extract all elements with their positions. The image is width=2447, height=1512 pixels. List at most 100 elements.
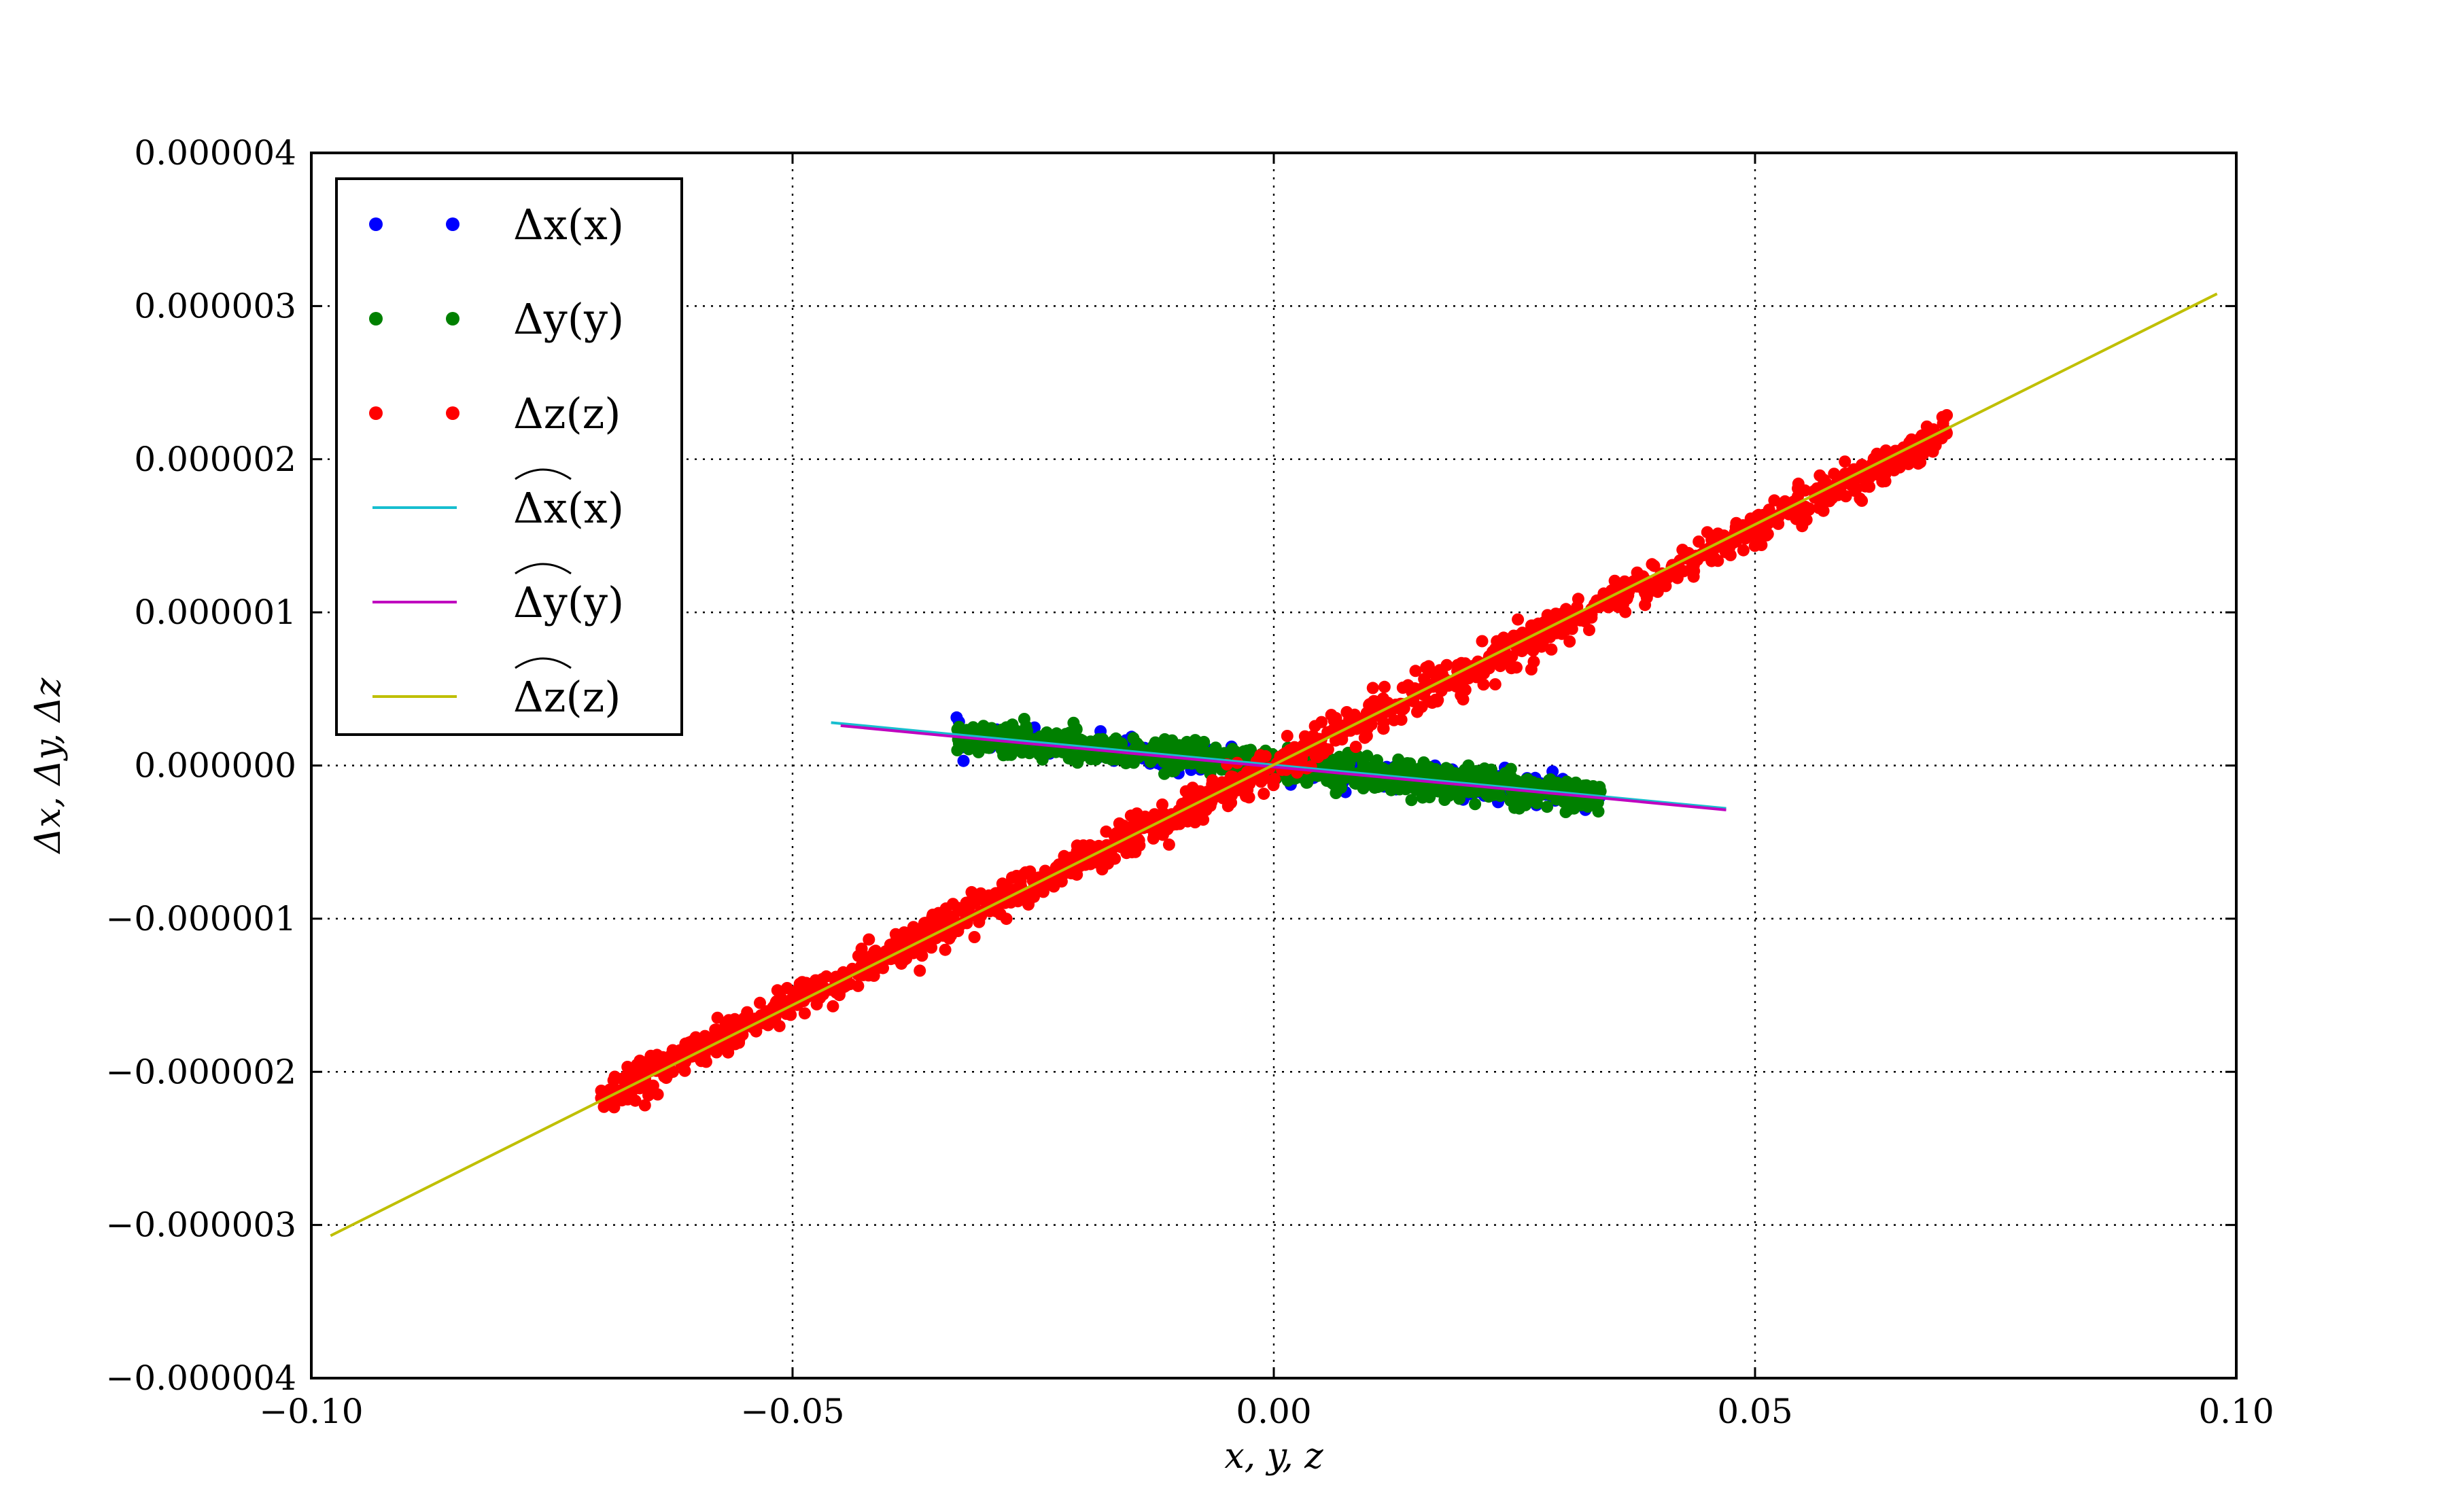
data-point [1771,514,1784,527]
data-point [616,1072,629,1085]
data-point [1792,482,1804,495]
data-point [800,977,813,989]
legend-label: Δx(x) [513,200,624,249]
data-point [760,1005,773,1018]
data-point [1870,468,1883,480]
data-point [1563,635,1576,648]
data-point [1357,782,1370,794]
data-point [1120,752,1133,765]
data-point [997,883,1010,896]
data-point [1506,773,1518,786]
data-point [1133,839,1146,852]
x-tick-label: −0.10 [259,1392,363,1431]
data-point [1478,667,1491,680]
data-point [1317,747,1330,760]
data-point [1358,731,1371,744]
data-point [947,911,960,924]
y-tick-label: 0.000002 [134,440,296,479]
data-point [1268,773,1281,786]
data-point [1489,678,1502,690]
data-point [1062,852,1075,865]
data-point [1071,839,1083,852]
data-point [1693,535,1705,548]
legend-item: Δx(x) [369,200,624,249]
data-point [1856,494,1869,507]
data-point [1281,730,1294,742]
data-point [950,711,963,724]
data-point [1941,409,1954,421]
data-point [1076,735,1089,747]
data-point [1504,793,1517,806]
data-point [1828,468,1841,480]
data-point [1779,495,1792,508]
data-point [846,962,858,975]
legend-marker [446,217,459,231]
x-tick-label: −0.05 [740,1392,844,1431]
data-point [1127,732,1140,745]
data-point [882,943,895,956]
data-point [1056,745,1069,758]
data-point [1478,762,1491,775]
data-point [1100,752,1113,764]
legend-marker [369,217,383,231]
data-point [968,931,981,943]
data-point [1215,776,1228,789]
data-point [733,1036,746,1049]
data-point [1768,494,1781,507]
data-point [957,754,970,767]
data-point [1022,895,1035,908]
legend-marker [369,406,383,420]
data-point [814,991,827,1004]
data-point [1217,792,1230,805]
data-point [1562,803,1574,816]
data-point [1349,741,1362,753]
data-point [1090,856,1103,869]
data-point [1283,743,1296,756]
legend-item: Δy(y) [372,563,624,627]
data-point [827,1000,839,1013]
legend-item: Δy(y) [369,294,624,344]
legend-label: Δy(y) [513,578,624,627]
data-point [798,1007,811,1020]
data-point [1130,807,1143,820]
data-point [916,940,929,953]
legend-label: Δy(y) [513,294,624,344]
scatter-series [595,409,1954,1114]
data-point [1087,841,1099,854]
data-point [710,1046,723,1059]
data-point [1024,865,1037,878]
data-point [1592,805,1605,818]
data-point [1160,738,1173,751]
data-point [962,904,975,917]
legend-marker [446,406,459,420]
legend: Δx(x) Δy(y) Δz(z) Δx(x) Δy(y) Δz(z) [335,177,683,736]
data-point [1366,682,1379,695]
legend-label: Δz(z) [513,389,621,438]
data-point [1392,753,1405,766]
data-point [1751,510,1764,523]
x-tick-label: 0.05 [1717,1392,1792,1431]
data-point [1361,750,1374,762]
y-tick-label: 0.000000 [134,746,296,786]
data-point [1525,663,1538,675]
data-point [999,724,1011,737]
data-point [1067,716,1080,729]
y-tick-label: −0.000003 [106,1206,296,1245]
legend-item: Δz(z) [372,657,621,722]
legend-marker [446,312,459,326]
data-point [1036,753,1049,766]
data-point [816,972,829,985]
data-point [1156,828,1169,841]
data-point [1817,504,1830,517]
data-point [966,740,979,753]
data-point [1100,825,1113,838]
data-point [1335,781,1347,794]
data-point [1737,544,1750,557]
data-point [634,1055,646,1068]
legend-item: Δx(x) [372,468,624,533]
data-point [1559,780,1572,792]
data-point [852,979,865,992]
data-point [1409,665,1422,678]
data-point [1170,744,1183,757]
